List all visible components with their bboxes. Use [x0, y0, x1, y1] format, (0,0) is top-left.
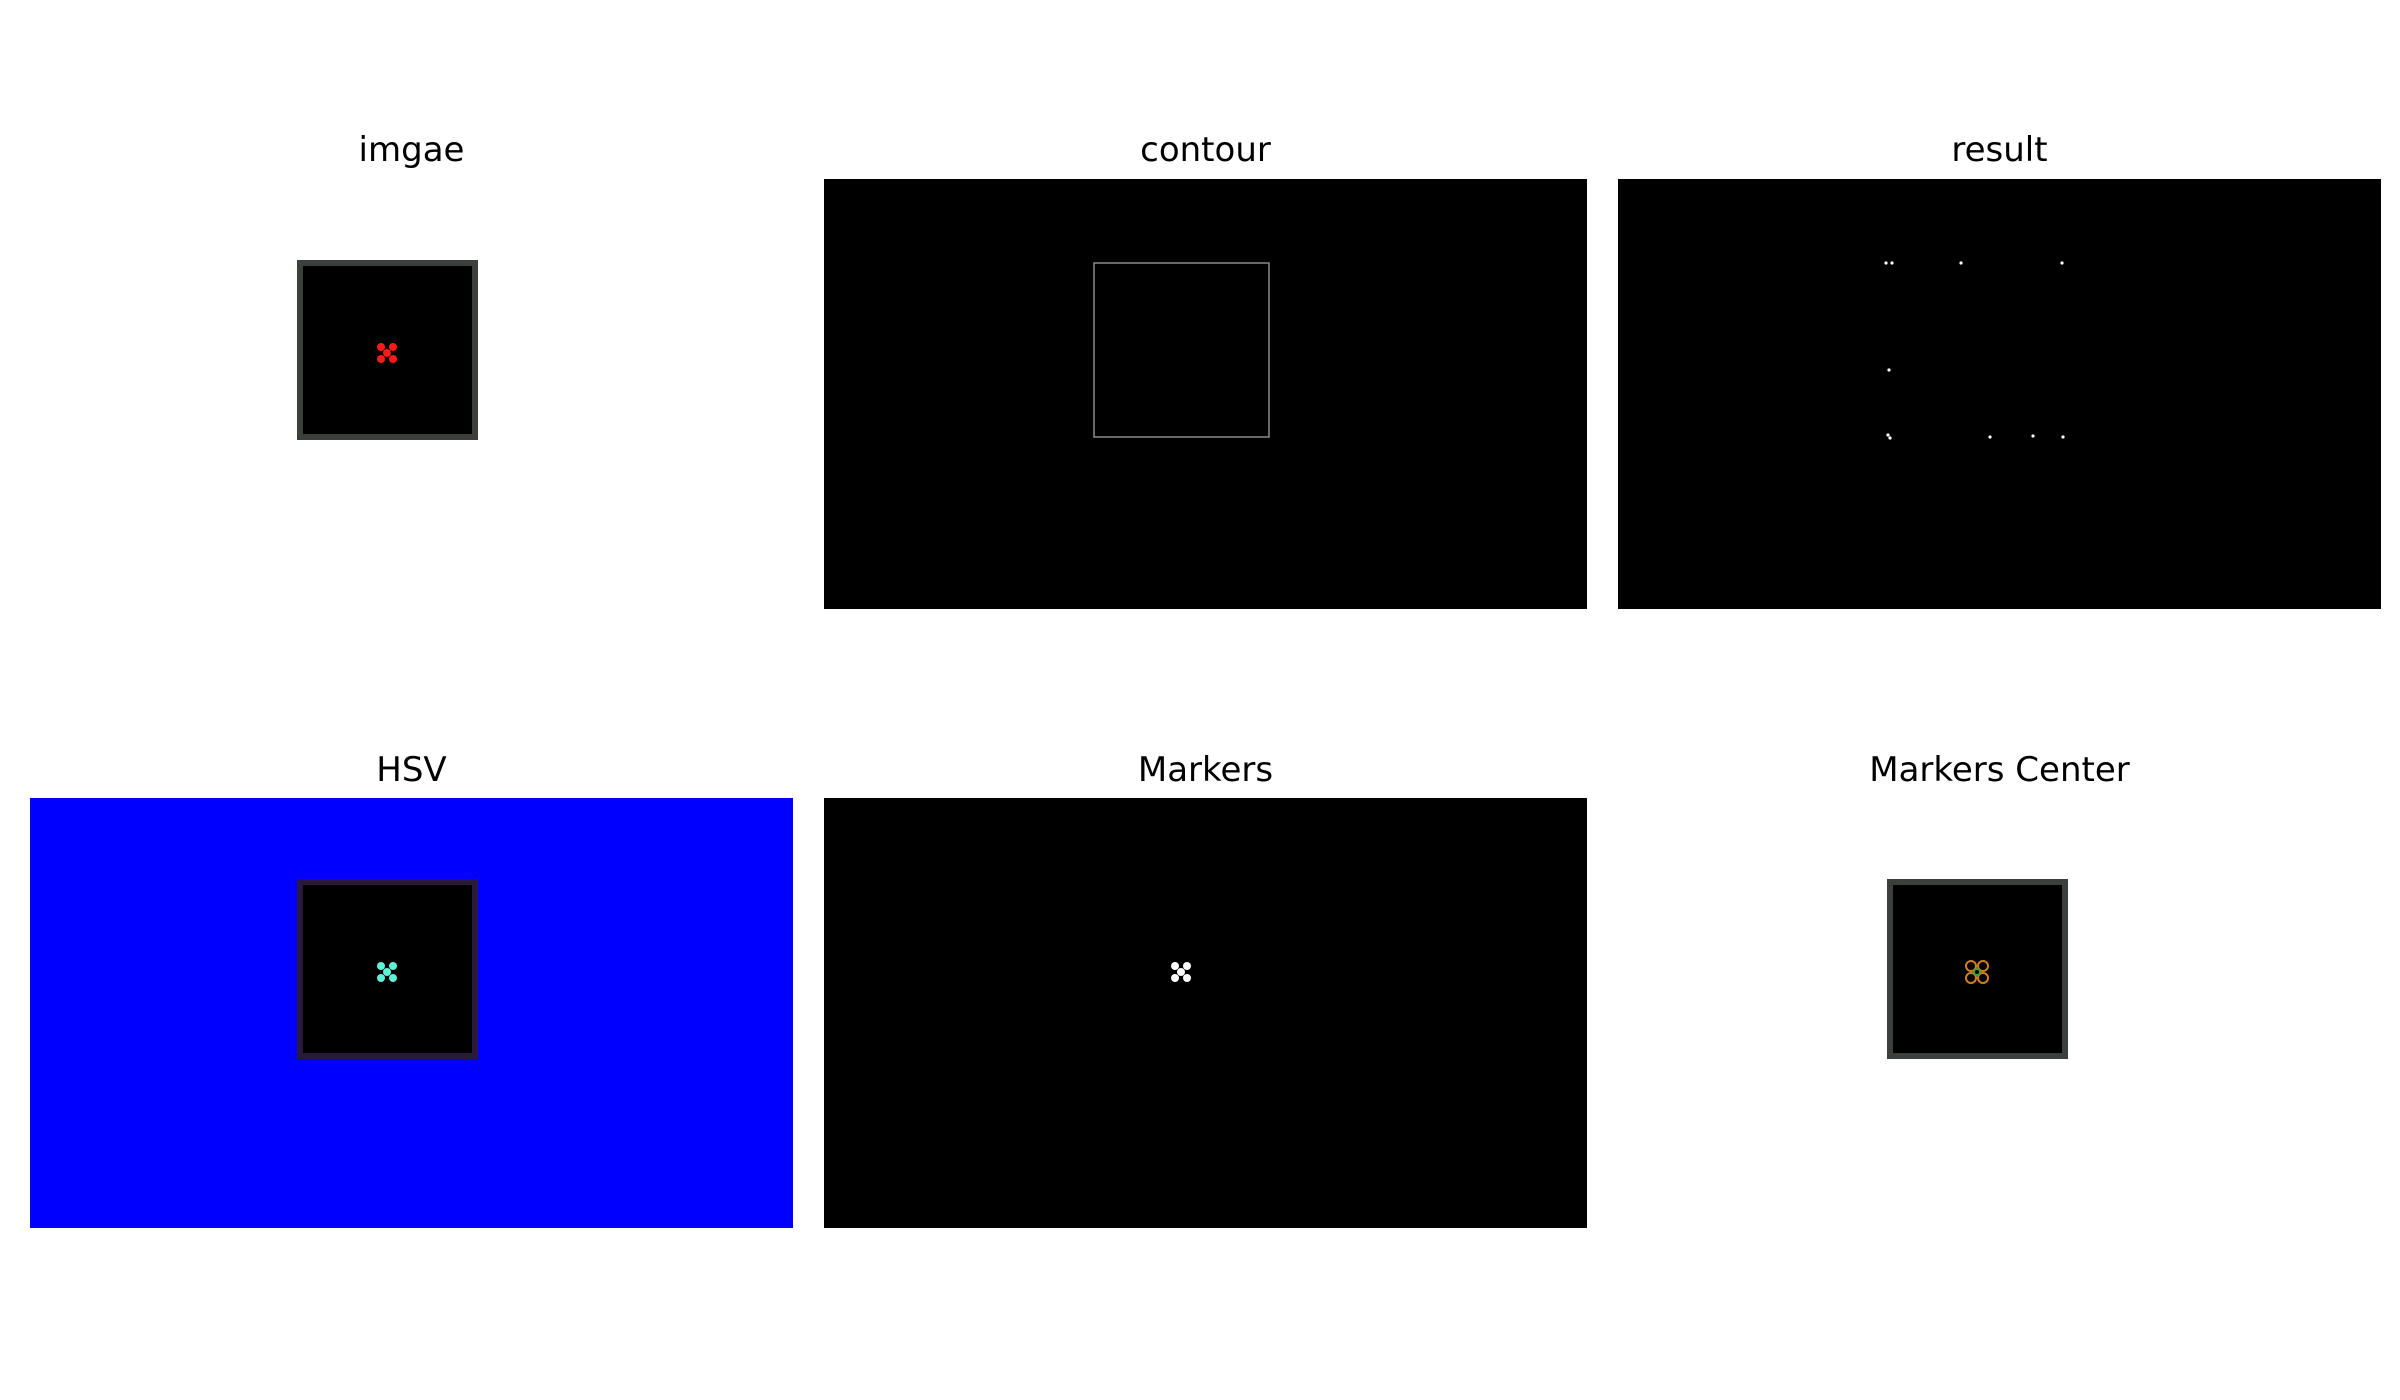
result-panel: [1618, 179, 2381, 609]
panel-title-contour: contour: [1140, 130, 1271, 170]
white-marker-cluster: [1171, 962, 1191, 982]
hsv-image: [297, 879, 478, 1059]
red-marker-cluster: [377, 343, 397, 363]
markers-center-panel: [1618, 798, 2381, 1228]
panel-title-markers: Markers: [1137, 750, 1274, 790]
panel-title-hsv: HSV: [376, 750, 447, 790]
markers-center-image: [1887, 879, 2068, 1059]
cyan-marker-cluster: [377, 962, 397, 982]
panel-title-result: result: [1951, 130, 2048, 170]
markers-image: [1171, 962, 1191, 982]
hsv-panel: [30, 798, 793, 1228]
imgae-panel: [30, 179, 793, 609]
panel-title-markers-center: Markers Center: [1869, 750, 2130, 790]
contour-outline: [1093, 262, 1270, 438]
result-image: [1884, 261, 2065, 440]
contour-panel: [824, 179, 1587, 609]
corner-points: [1884, 261, 2065, 440]
panel-title-imgae: imgae: [358, 130, 465, 170]
imgae-image: [297, 260, 478, 440]
center-marker-outlines: [1965, 960, 1989, 984]
contour-image: [1093, 262, 1270, 438]
markers-panel: [824, 798, 1587, 1228]
hsv-dark-square: [297, 879, 478, 1059]
